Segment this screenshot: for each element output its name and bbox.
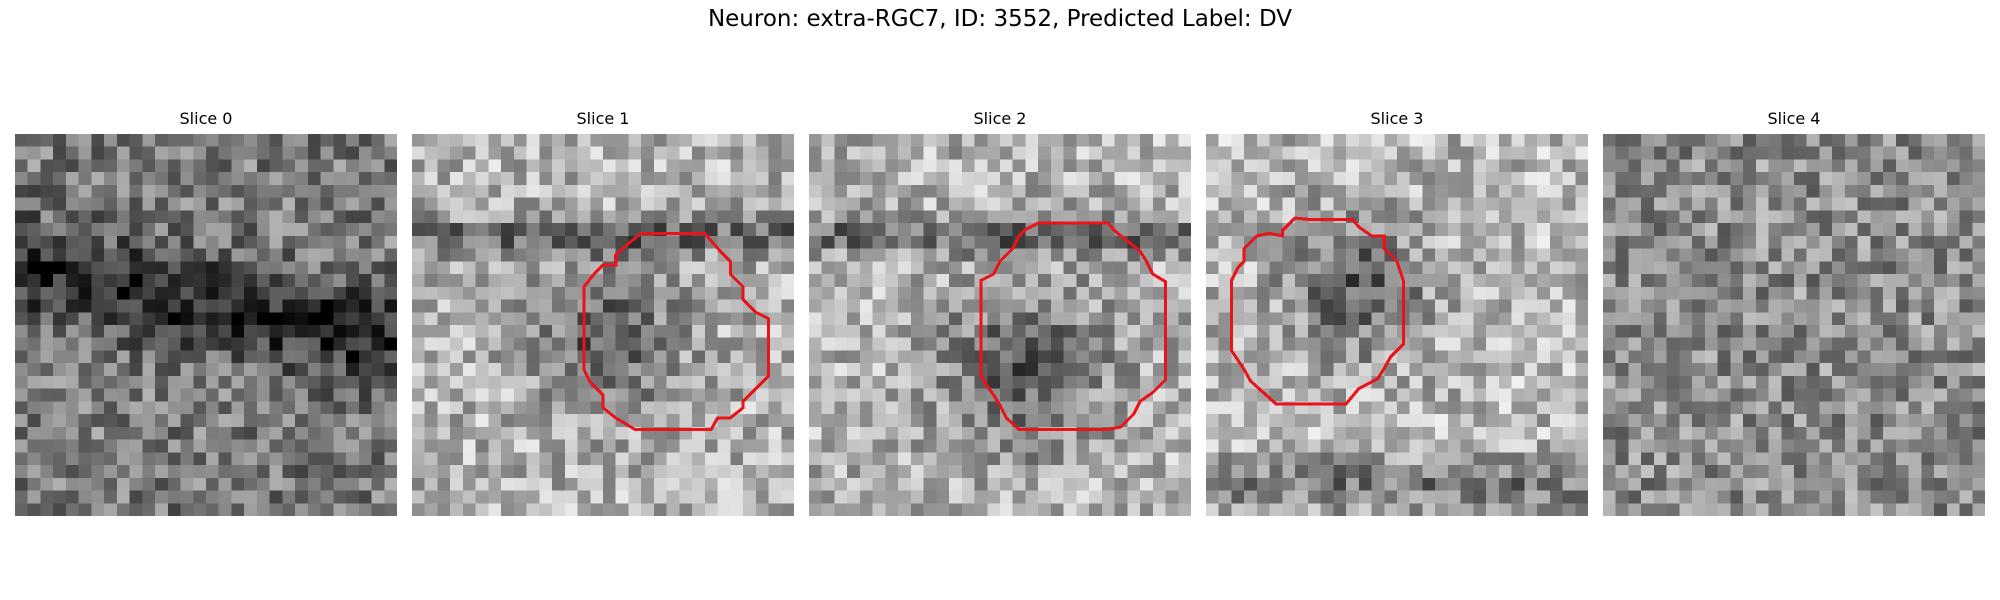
slice-title: Slice 2 xyxy=(973,109,1027,128)
slice-panel-0: Slice 0 xyxy=(15,108,397,516)
slice-panel-3: Slice 3 xyxy=(1206,108,1588,516)
slice-image xyxy=(412,134,794,516)
slice-image xyxy=(15,134,397,516)
slice-title: Slice 1 xyxy=(576,109,630,128)
slice-panel-4: Slice 4 xyxy=(1603,108,1985,516)
slice-title: Slice 3 xyxy=(1370,109,1424,128)
roi-outline xyxy=(582,231,771,431)
slice-title: Slice 4 xyxy=(1767,109,1821,128)
roi-outline xyxy=(979,221,1168,431)
slice-image xyxy=(1206,134,1588,516)
slice-panel-1: Slice 1 xyxy=(412,108,794,516)
pixel-grid xyxy=(15,134,397,516)
pixel-grid xyxy=(412,134,794,516)
pixel-grid xyxy=(1603,134,1985,516)
pixel-grid xyxy=(809,134,1191,516)
figure-title: Neuron: extra-RGC7, ID: 3552, Predicted … xyxy=(707,6,1293,32)
pixel-grid xyxy=(1206,134,1588,516)
slice-image xyxy=(809,134,1191,516)
roi-outline xyxy=(1229,216,1405,406)
slice-panel-2: Slice 2 xyxy=(809,108,1191,516)
slice-title: Slice 0 xyxy=(179,109,233,128)
slice-image xyxy=(1603,134,1985,516)
